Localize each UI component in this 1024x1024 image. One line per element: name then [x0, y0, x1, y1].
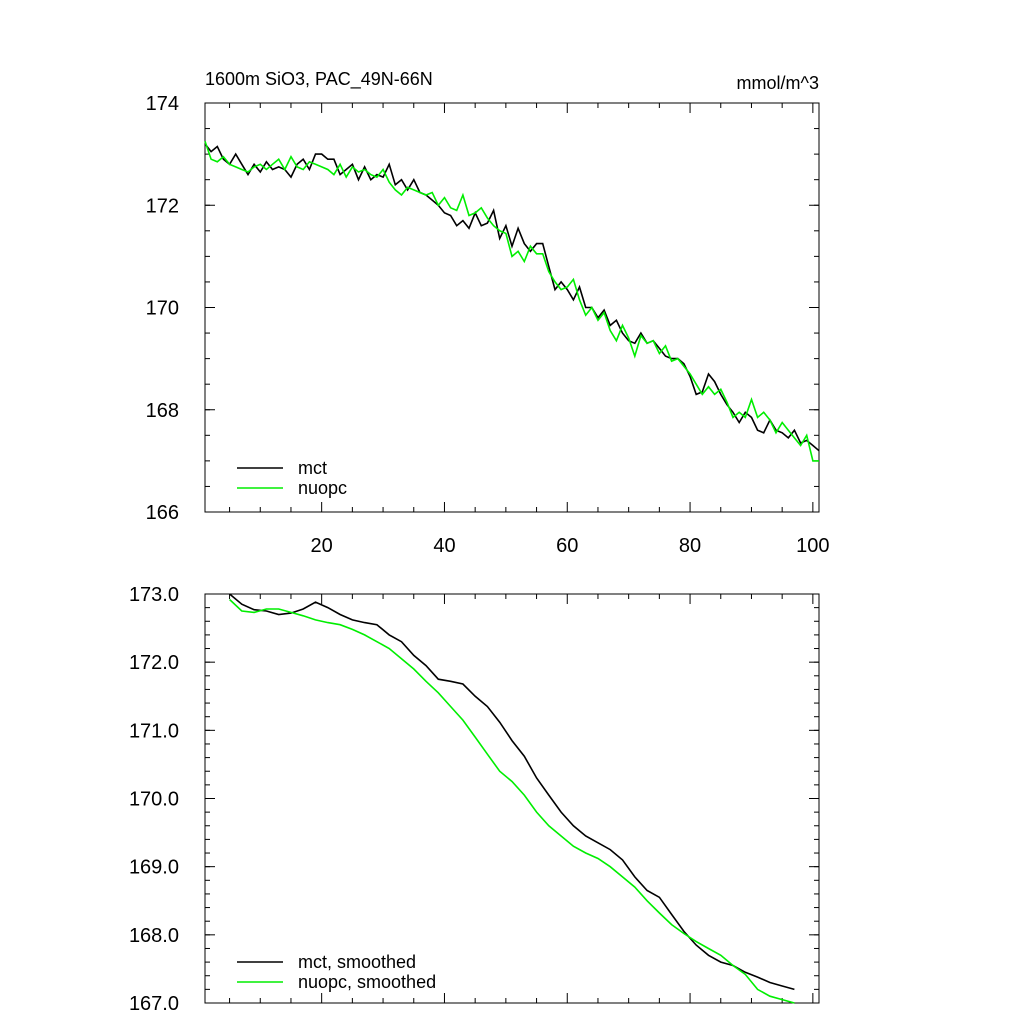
y-tick-label: 166: [146, 502, 179, 524]
legend-label: nuopc: [298, 478, 347, 498]
series-line-mct: [204, 143, 820, 452]
y-tick-label: 168.0: [129, 925, 179, 947]
y-tick-label: 168: [146, 400, 179, 422]
x-tick-label: 60: [556, 535, 578, 557]
series-line-mct: [229, 593, 795, 991]
y-tick-label: 172: [146, 195, 179, 217]
bottom-chart-panel: 167.0 168.0 169.0 170.0 171.0 172.0 173.0 mct, …: [129, 584, 820, 1015]
x-tick-label: 80: [679, 535, 701, 557]
series-line-nuopc: [229, 598, 795, 1004]
y-tick-label: 170: [146, 298, 179, 320]
legend-label: nuopc, smoothed: [298, 972, 436, 992]
x-tick-label: 40: [433, 535, 455, 557]
x-tick-label: 20: [311, 535, 333, 557]
y-tick-label: 174: [146, 93, 179, 115]
y-tick-label: 169.0: [129, 857, 179, 879]
series-line-nuopc: [204, 141, 819, 462]
y-tick-label: 170.0: [129, 789, 179, 811]
y-tick-label: 167.0: [129, 993, 179, 1015]
y-tick-label: 173.0: [129, 584, 179, 606]
y-tick-label: 172.0: [129, 652, 179, 674]
legend-label: mct: [298, 458, 327, 478]
plot-frame: [204, 593, 820, 1004]
y-tick-label: 171.0: [129, 720, 179, 742]
units-label: mmol/m^3: [737, 73, 819, 93]
legend-label: mct, smoothed: [298, 952, 416, 972]
chart-title: 1600m SiO3, PAC_49N-66N: [205, 69, 433, 90]
x-tick-label: 100: [796, 535, 829, 557]
